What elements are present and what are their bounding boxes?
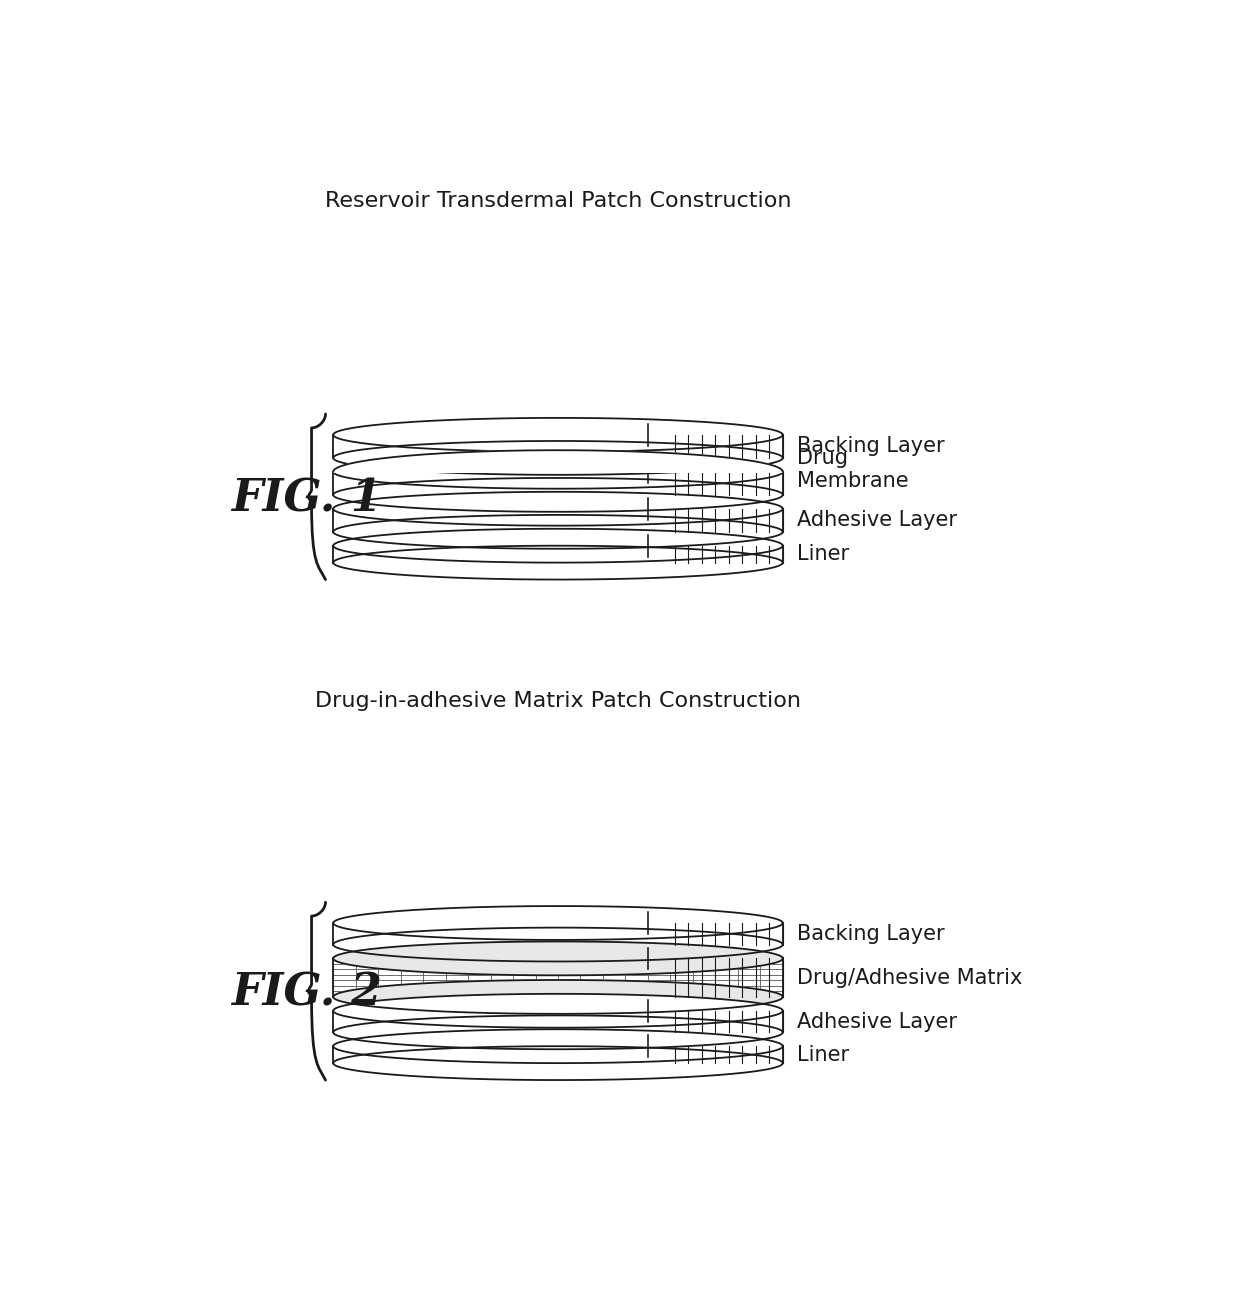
Polygon shape — [334, 418, 782, 474]
Polygon shape — [334, 1029, 782, 1080]
Text: Drug-in-adhesive Matrix Patch Construction: Drug-in-adhesive Matrix Patch Constructi… — [315, 691, 801, 711]
Polygon shape — [334, 1029, 782, 1063]
Text: Backing Layer: Backing Layer — [796, 924, 945, 944]
Polygon shape — [334, 906, 782, 940]
Polygon shape — [334, 941, 782, 1014]
Polygon shape — [334, 993, 782, 1050]
Polygon shape — [334, 941, 782, 975]
Text: Adhesive Layer: Adhesive Layer — [796, 1012, 957, 1031]
Polygon shape — [334, 1016, 782, 1050]
Text: Drug/Adhesive Matrix: Drug/Adhesive Matrix — [796, 967, 1022, 988]
Polygon shape — [334, 1046, 782, 1080]
Text: Adhesive Layer: Adhesive Layer — [796, 510, 957, 531]
Polygon shape — [334, 455, 782, 489]
Polygon shape — [334, 455, 782, 512]
Text: Liner: Liner — [796, 544, 849, 565]
Polygon shape — [334, 993, 782, 1027]
Polygon shape — [334, 980, 782, 1014]
Polygon shape — [334, 491, 782, 525]
Polygon shape — [334, 440, 782, 474]
Text: FIG. 2: FIG. 2 — [231, 971, 382, 1014]
Polygon shape — [334, 529, 782, 562]
Polygon shape — [334, 529, 782, 579]
Polygon shape — [334, 491, 782, 549]
Text: Liner: Liner — [796, 1044, 849, 1065]
Polygon shape — [334, 906, 782, 962]
Polygon shape — [334, 546, 782, 579]
Text: Drug
Membrane: Drug Membrane — [796, 448, 909, 491]
Polygon shape — [334, 450, 782, 472]
Text: Reservoir Transdermal Patch Construction: Reservoir Transdermal Patch Construction — [325, 191, 791, 210]
Polygon shape — [334, 928, 782, 962]
Polygon shape — [334, 941, 782, 975]
Text: FIG. 1: FIG. 1 — [231, 477, 382, 520]
Polygon shape — [334, 515, 782, 549]
Polygon shape — [334, 980, 782, 1014]
Polygon shape — [334, 418, 782, 452]
Text: Backing Layer: Backing Layer — [796, 437, 945, 456]
Polygon shape — [334, 478, 782, 512]
